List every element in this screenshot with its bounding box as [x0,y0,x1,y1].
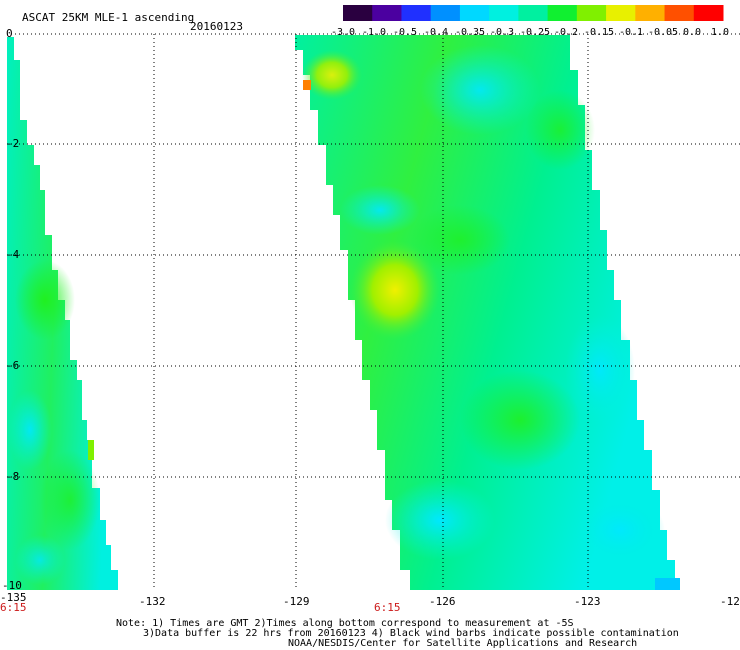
note-line-2: 3)Data buffer is 22 hrs from 20160123 4)… [143,628,679,639]
colorbar-swatch [606,5,636,21]
colorbar-label: -0.25 [519,27,551,38]
y-tick-label: -2 [6,137,20,150]
y-tick-label: 0 [6,27,13,40]
x-tick-label: -126 [429,595,456,608]
colorbar-label: -0.4 [423,27,449,38]
note-line-1: Note: 1) Times are GMT 2)Times along bot… [116,618,574,629]
colorbar-swatch [547,5,578,21]
colorbar-label: -0.2 [553,27,579,38]
time-label: 6:15 [0,601,27,614]
colorbar-swatch [518,5,549,21]
map-title: ASCAT 25KM MLE-1 ascending [22,11,195,24]
colorbar-swatch [401,5,432,21]
y-tick-label: -6 [6,359,20,372]
colorbar-label: -0.5 [392,27,418,38]
colorbar-swatch [664,5,695,21]
colorbar-swatch [343,5,373,21]
left-swath [7,37,118,590]
grid-lines [7,34,740,590]
time-label: 6:15 [374,601,401,614]
y-tick-label: -4 [6,248,20,261]
colorbar-label: -0.1 [618,27,644,38]
colorbar-swatch [693,5,724,21]
y-tick-label: -10 [2,579,22,592]
x-tick-label: -129 [283,595,310,608]
colorbar-label: -1.0 [361,27,387,38]
colorbar-swatch [372,5,402,21]
colorbar-label: 1.0 [710,27,730,38]
colorbar-label: -0.3 [489,27,515,38]
colorbar-label: -0.35 [454,27,486,38]
colorbar-swatch [430,5,461,21]
note-line-3: NOAA/NESDIS/Center for Satellite Applica… [288,638,638,649]
colorbar-swatch [459,5,490,21]
colorbar-label: -0.05 [647,27,679,38]
colorbar [343,5,724,21]
colorbar-label: 0.0 [682,27,702,38]
colorbar-swatch [576,5,607,21]
colorbar-swatch [489,5,519,21]
x-tick-label: -132 [139,595,166,608]
x-tick-label: -120 [720,595,740,608]
y-tick-label: -8 [6,470,20,483]
right-swath [295,35,680,590]
map-date: 20160123 [190,20,243,33]
colorbar-label: -3.0 [330,27,356,38]
colorbar-swatch [635,5,666,21]
colorbar-label: -0.15 [583,27,615,38]
x-tick-label: -123 [574,595,601,608]
x-tick-label: -135 [0,591,27,604]
